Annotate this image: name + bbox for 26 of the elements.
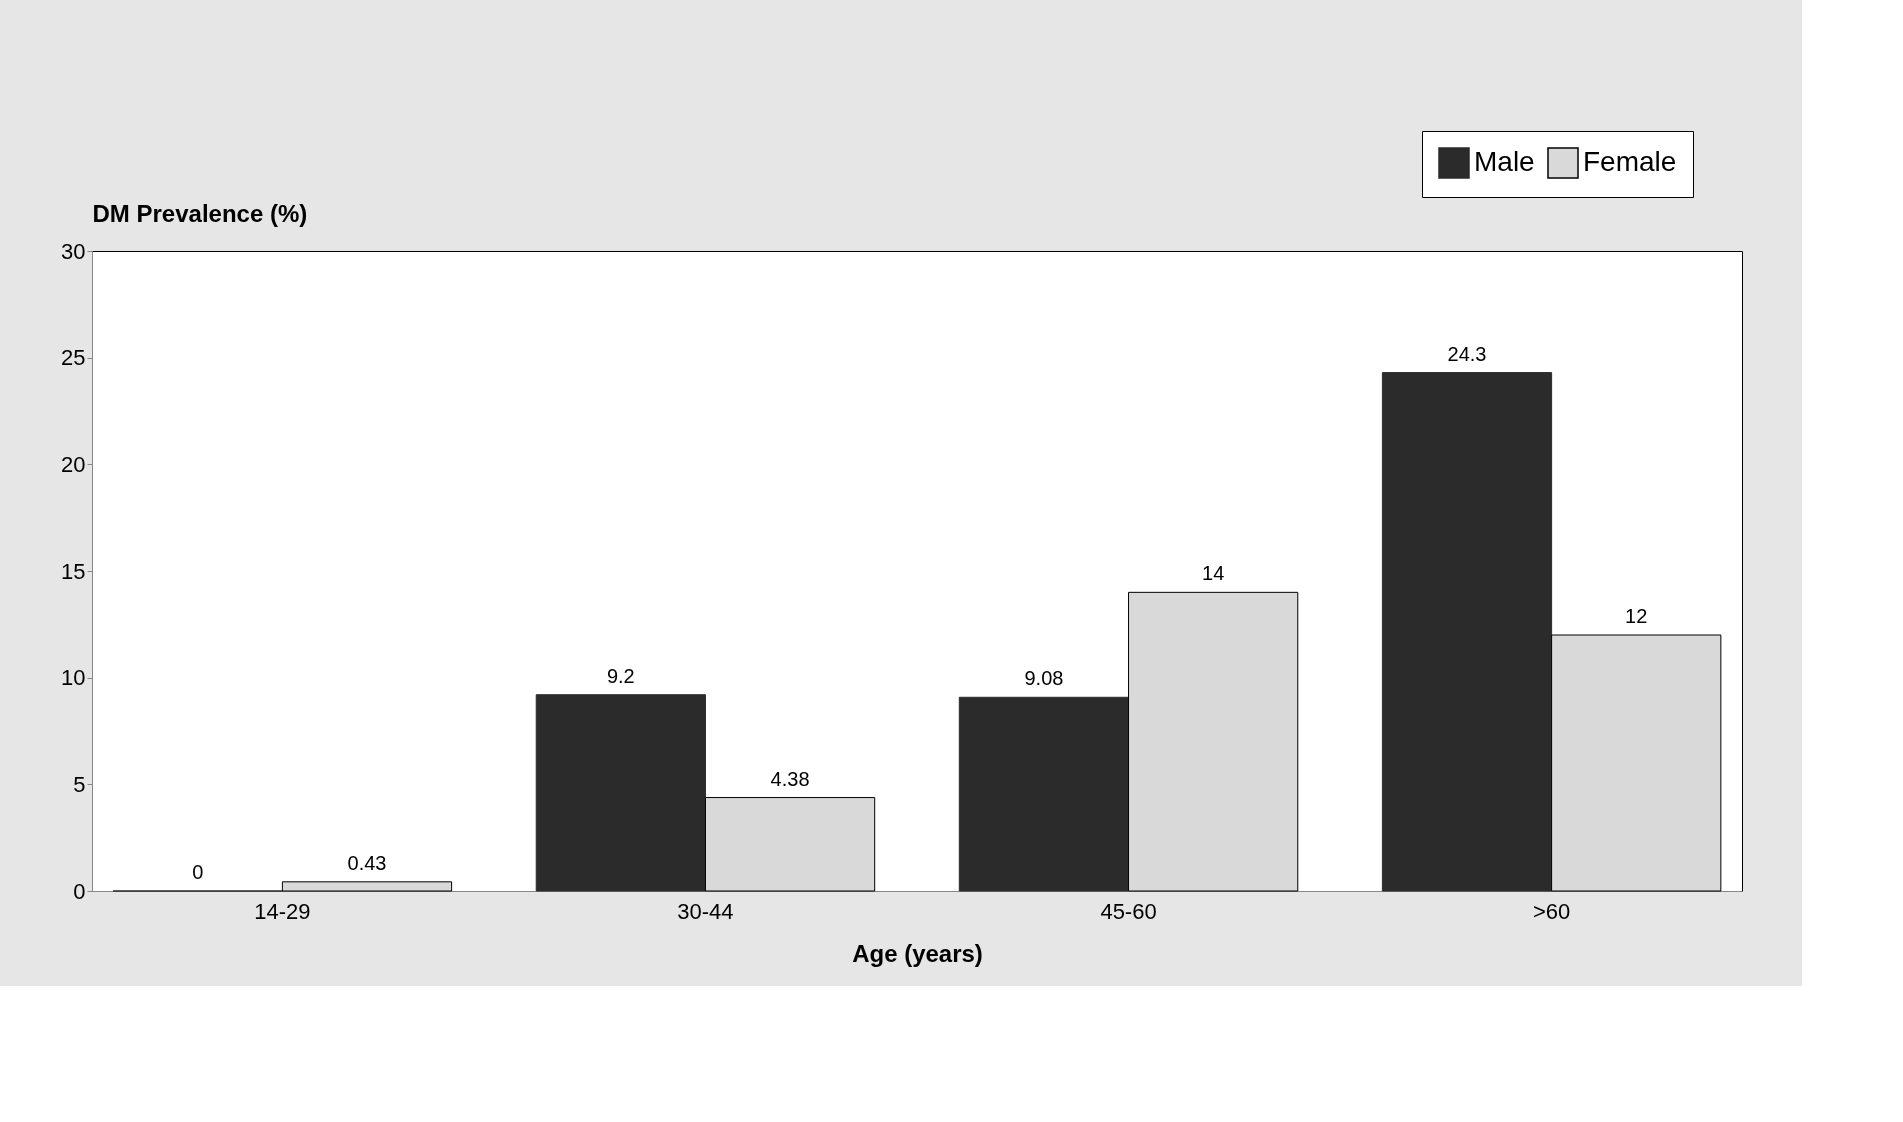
data-label: 9.2 <box>606 664 635 687</box>
bar <box>958 696 1130 892</box>
y-tick-label: 30 <box>61 238 86 264</box>
y-tick-label: 20 <box>61 451 86 477</box>
data-label: 12 <box>1625 605 1648 627</box>
x-tick-label: >60 <box>1532 898 1571 924</box>
legend-label: Male <box>1474 146 1535 177</box>
x-tick-label: 30-44 <box>677 898 734 924</box>
y-tick-label: 10 <box>61 665 86 691</box>
data-label: 14 <box>1202 562 1225 585</box>
data-label: 9.08 <box>1024 667 1064 690</box>
x-tick-label: 45-60 <box>1100 898 1157 924</box>
y-tick-label: 15 <box>61 558 86 584</box>
bar <box>1381 372 1553 892</box>
legend-label: Female <box>1583 146 1677 177</box>
y-axis-title: DM Prevalence (%) <box>92 199 308 227</box>
x-tick-label: 14-29 <box>254 898 311 924</box>
data-label: 24.3 <box>1447 342 1487 365</box>
bar <box>535 694 706 892</box>
data-label: 4.38 <box>770 767 810 790</box>
y-tick-label: 0 <box>73 878 86 904</box>
x-axis-title: Age (years) <box>852 939 983 967</box>
data-label: 0.43 <box>347 851 387 874</box>
y-tick-label: 25 <box>61 345 86 371</box>
data-label: 0 <box>192 861 204 883</box>
y-tick-label: 5 <box>73 771 86 797</box>
